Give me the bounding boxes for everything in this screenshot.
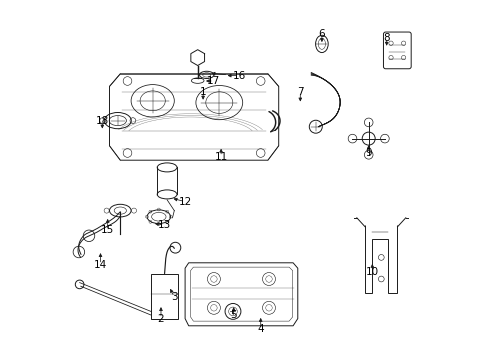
Text: 1: 1 [200, 87, 206, 97]
Text: 4: 4 [257, 324, 264, 334]
Text: 7: 7 [296, 87, 303, 97]
Text: 18: 18 [96, 116, 109, 126]
Text: 16: 16 [232, 71, 245, 81]
Text: 15: 15 [101, 225, 114, 235]
Text: 17: 17 [207, 76, 220, 86]
Text: 11: 11 [214, 152, 227, 162]
Text: 6: 6 [318, 29, 325, 39]
Text: 10: 10 [365, 267, 378, 277]
Text: 9: 9 [365, 148, 371, 158]
Text: 12: 12 [178, 197, 191, 207]
Text: 14: 14 [94, 260, 107, 270]
Text: 13: 13 [158, 220, 171, 230]
Text: 2: 2 [157, 314, 164, 324]
Text: 5: 5 [230, 310, 237, 320]
Text: 3: 3 [171, 292, 177, 302]
Text: 8: 8 [383, 33, 389, 43]
